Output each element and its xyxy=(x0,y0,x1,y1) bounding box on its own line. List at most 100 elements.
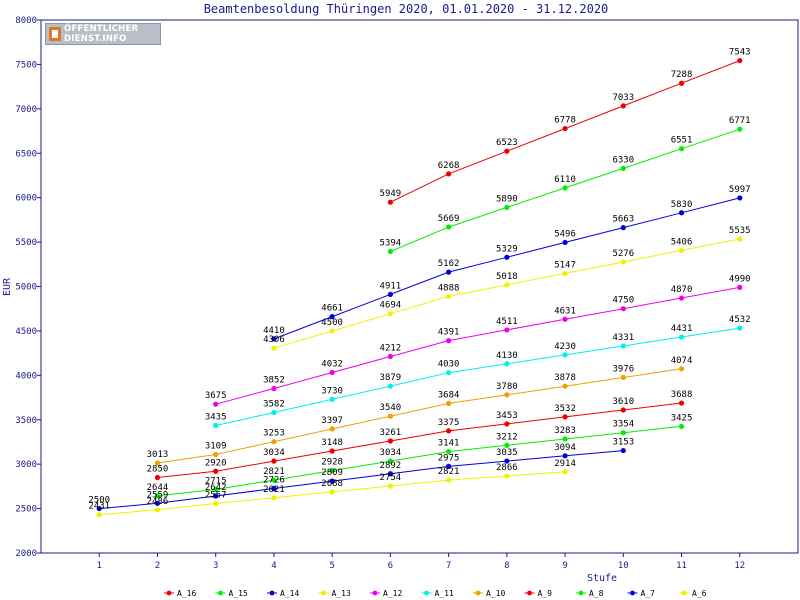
data-point-A_12 xyxy=(387,353,393,360)
data-label-A_8: 3425 xyxy=(671,413,693,423)
data-point-A_13 xyxy=(446,293,452,300)
legend-label: A_16 xyxy=(177,589,196,598)
data-label-A_8: 3141 xyxy=(438,439,460,449)
data-point-A_6 xyxy=(504,473,510,479)
y-tick-label: 5500 xyxy=(15,238,37,248)
data-point-A_11 xyxy=(329,396,335,402)
data-label-A_15: 6771 xyxy=(729,116,751,126)
data-point-A_13 xyxy=(678,247,685,254)
data-point-A_13 xyxy=(620,259,626,265)
y-tick-label: 2000 xyxy=(15,549,37,559)
data-label-A_10: 4074 xyxy=(671,356,693,366)
data-label-A_8: 2928 xyxy=(321,458,343,468)
data-point-A_14 xyxy=(562,239,568,246)
data-label-A_16: 7288 xyxy=(671,70,693,80)
data-point-A_10 xyxy=(329,426,335,432)
data-point-A_16 xyxy=(562,125,568,132)
data-point-A_13 xyxy=(387,311,393,317)
data-point-A_7 xyxy=(329,478,335,484)
data-point-A_8 xyxy=(620,430,626,436)
data-point-A_12 xyxy=(620,306,626,312)
legend-swatch-marker xyxy=(578,590,584,596)
data-label-A_8: 3212 xyxy=(496,432,518,442)
data-label-A_11: 4030 xyxy=(438,360,460,370)
data-point-A_7 xyxy=(387,471,393,477)
data-point-A_6 xyxy=(213,500,219,507)
data-label-A_13: 4500 xyxy=(321,318,343,328)
data-label-A_9: 3034 xyxy=(263,448,285,458)
data-point-A_10 xyxy=(387,413,393,419)
data-point-A_15 xyxy=(620,165,626,171)
data-label-A_10: 3253 xyxy=(263,429,285,439)
data-point-A_9 xyxy=(446,428,452,434)
axes: 2000 2500 3000 3500 4000 4500 5000 5500 6000 6500… xyxy=(15,16,745,571)
data-point-A_7 xyxy=(562,453,568,459)
legend-label: A_12 xyxy=(383,589,402,598)
y-tick-label: 3500 xyxy=(15,416,37,426)
data-point-A_15 xyxy=(678,146,685,152)
data-label-A_6: 2688 xyxy=(321,479,343,489)
data-point-A_9 xyxy=(504,421,510,427)
data-label-A_9: 3375 xyxy=(438,418,460,428)
data-label-A_11: 3435 xyxy=(205,413,227,423)
data-point-A_16 xyxy=(737,57,743,64)
data-point-A_11 xyxy=(678,334,685,340)
data-point-A_16 xyxy=(678,80,685,86)
data-point-A_6 xyxy=(387,483,393,489)
data-point-A_10 xyxy=(446,400,452,407)
data-point-A_7 xyxy=(271,485,277,492)
data-label-A_11: 3879 xyxy=(380,373,402,383)
data-point-A_11 xyxy=(562,352,568,358)
data-point-A_11 xyxy=(620,343,626,349)
data-label-A_16: 5949 xyxy=(380,189,402,199)
legend-swatch-marker xyxy=(681,590,687,596)
data-point-A_11 xyxy=(446,370,452,376)
data-label-A_6: 2866 xyxy=(496,463,518,473)
legend-swatch-marker xyxy=(475,590,481,596)
x-tick-label: 7 xyxy=(446,561,451,571)
data-label-A_13: 5406 xyxy=(671,237,693,247)
data-label-A_16: 7033 xyxy=(612,93,634,103)
y-tick-label: 6500 xyxy=(15,149,37,159)
data-point-A_15 xyxy=(387,248,393,255)
logo-mark-icon xyxy=(49,27,61,41)
x-tick-label: 6 xyxy=(388,561,393,571)
data-point-A_10 xyxy=(271,439,277,445)
data-label-A_10: 3878 xyxy=(554,373,576,383)
data-label-A_12: 4990 xyxy=(729,274,751,284)
data-label-A_6: 2557 xyxy=(205,491,227,501)
series-line-A_12 xyxy=(215,286,740,405)
data-label-A_12: 3675 xyxy=(205,391,227,401)
data-label-A_12: 4750 xyxy=(612,296,634,306)
data-label-A_11: 4230 xyxy=(554,342,576,352)
data-label-A_14: 5830 xyxy=(671,200,693,210)
data-label-A_10: 3397 xyxy=(321,416,343,426)
data-point-A_10 xyxy=(213,451,219,458)
data-label-A_14: 4911 xyxy=(380,281,402,291)
data-point-A_12 xyxy=(678,295,685,301)
legend-label: A_15 xyxy=(229,589,248,598)
data-label-A_7: 2559 xyxy=(147,490,169,500)
legend-label: A_13 xyxy=(332,589,351,598)
data-point-A_9 xyxy=(213,468,219,474)
data-label-A_8: 3034 xyxy=(380,448,402,458)
data-label-A_8: 3354 xyxy=(612,420,634,430)
y-tick-label: 7500 xyxy=(15,60,37,70)
data-label-A_8: 2715 xyxy=(205,476,227,486)
data-label-A_15: 6551 xyxy=(671,136,693,146)
data-point-A_11 xyxy=(213,422,219,429)
data-point-A_8 xyxy=(446,449,452,455)
data-point-A_10 xyxy=(562,383,568,389)
data-point-A_12 xyxy=(213,401,219,407)
data-label-A_9: 2920 xyxy=(205,458,227,468)
data-label-A_12: 4631 xyxy=(554,306,576,316)
data-label-A_6: 2621 xyxy=(263,485,285,495)
data-label-A_14: 5663 xyxy=(612,215,634,225)
logo-line-1: ÖFFENTLICHER xyxy=(64,24,139,34)
logo-text: ÖFFENTLICHER DIENST.INFO xyxy=(64,24,139,44)
data-point-A_9 xyxy=(329,448,335,454)
legend-swatch-marker xyxy=(527,590,532,596)
x-axis-label: Stufe xyxy=(587,573,617,584)
legend-swatch-marker xyxy=(321,590,326,596)
data-label-A_13: 4694 xyxy=(380,301,402,311)
